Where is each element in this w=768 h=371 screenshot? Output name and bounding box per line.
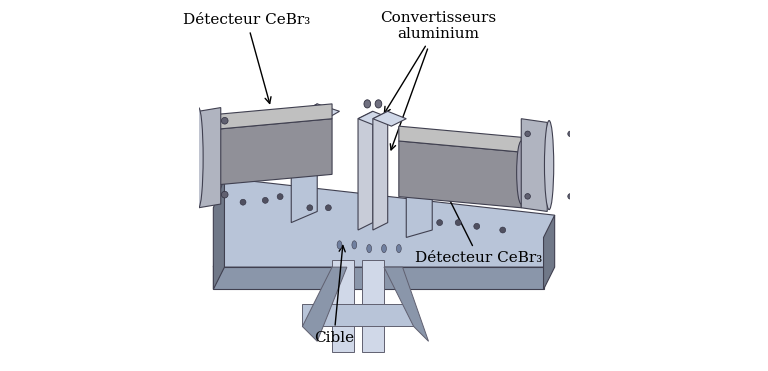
Polygon shape	[399, 126, 521, 152]
Ellipse shape	[517, 141, 526, 204]
Ellipse shape	[221, 191, 228, 198]
Ellipse shape	[240, 199, 246, 205]
Text: Cible: Cible	[314, 246, 354, 345]
Ellipse shape	[545, 121, 554, 210]
Polygon shape	[214, 178, 554, 267]
Ellipse shape	[396, 244, 401, 253]
Polygon shape	[358, 111, 392, 126]
Ellipse shape	[307, 205, 313, 211]
Text: Convertisseurs
aluminium: Convertisseurs aluminium	[379, 11, 496, 113]
Ellipse shape	[474, 223, 480, 229]
Polygon shape	[406, 130, 458, 148]
Ellipse shape	[277, 194, 283, 200]
Ellipse shape	[568, 194, 574, 199]
Ellipse shape	[500, 227, 505, 233]
Polygon shape	[210, 104, 332, 130]
Polygon shape	[210, 119, 332, 186]
Ellipse shape	[326, 205, 331, 211]
Ellipse shape	[437, 220, 442, 226]
Text: Détecteur CeBr₃: Détecteur CeBr₃	[183, 13, 310, 104]
Polygon shape	[198, 108, 220, 208]
Ellipse shape	[204, 122, 215, 193]
Text: Détecteur CeBr₃: Détecteur CeBr₃	[415, 187, 542, 265]
Polygon shape	[291, 104, 339, 126]
Ellipse shape	[169, 191, 176, 198]
Ellipse shape	[375, 100, 382, 108]
Ellipse shape	[568, 131, 574, 137]
Ellipse shape	[337, 241, 342, 249]
Polygon shape	[303, 304, 414, 326]
Ellipse shape	[525, 194, 531, 199]
Polygon shape	[291, 104, 317, 223]
Ellipse shape	[194, 108, 204, 208]
Polygon shape	[303, 267, 347, 341]
Ellipse shape	[367, 244, 372, 253]
Polygon shape	[358, 111, 373, 230]
Polygon shape	[362, 260, 384, 352]
Ellipse shape	[382, 244, 386, 253]
Ellipse shape	[221, 117, 228, 124]
Ellipse shape	[263, 197, 268, 203]
Polygon shape	[214, 178, 224, 289]
Polygon shape	[399, 141, 521, 208]
Ellipse shape	[169, 117, 176, 124]
Polygon shape	[214, 267, 544, 289]
Ellipse shape	[455, 220, 461, 226]
Polygon shape	[373, 111, 406, 126]
Polygon shape	[521, 119, 548, 211]
Polygon shape	[406, 130, 432, 237]
Polygon shape	[332, 260, 354, 352]
Ellipse shape	[352, 241, 356, 249]
Ellipse shape	[364, 100, 371, 108]
Polygon shape	[373, 111, 388, 230]
Polygon shape	[384, 267, 429, 341]
Polygon shape	[544, 215, 554, 289]
Ellipse shape	[525, 131, 531, 137]
